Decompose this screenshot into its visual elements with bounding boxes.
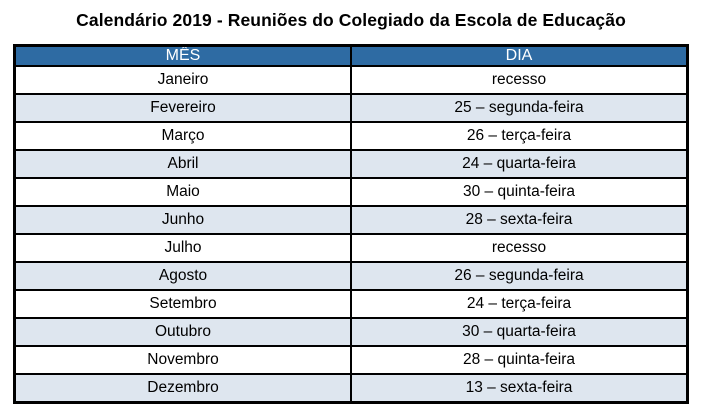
cell-month: Outubro (13, 316, 352, 347)
cell-day: 26 – segunda-feira (350, 260, 689, 291)
cell-day: 26 – terça-feira (350, 120, 689, 151)
cell-day: recesso (350, 65, 689, 95)
cell-month: Dezembro (13, 372, 352, 404)
cell-month: Abril (13, 148, 352, 179)
cell-day: 24 – quarta-feira (350, 148, 689, 179)
cell-day: 30 – quarta-feira (350, 316, 689, 347)
table-row: Agosto 26 – segunda-feira (13, 260, 689, 291)
column-header-mes: MÊS (13, 44, 352, 67)
cell-day: 28 – sexta-feira (350, 204, 689, 235)
table-header-row: MÊS DIA (13, 44, 689, 67)
table-row: Dezembro 13 – sexta-feira (13, 372, 689, 404)
cell-month: Janeiro (13, 65, 352, 95)
table-row: Julho recesso (13, 232, 689, 263)
calendar-table: MÊS DIA Janeiro recesso Fevereiro 25 – s… (13, 44, 689, 404)
table-row: Março 26 – terça-feira (13, 120, 689, 151)
cell-month: Julho (13, 232, 352, 263)
cell-month: Setembro (13, 288, 352, 319)
page-title: Calendário 2019 - Reuniões do Colegiado … (76, 10, 626, 30)
table-row: Maio 30 – quinta-feira (13, 176, 689, 207)
table-row: Fevereiro 25 – segunda-feira (13, 92, 689, 123)
cell-day: recesso (350, 232, 689, 263)
cell-month: Novembro (13, 344, 352, 375)
table-row: Novembro 28 – quinta-feira (13, 344, 689, 375)
cell-month: Junho (13, 204, 352, 235)
cell-day: 28 – quinta-feira (350, 344, 689, 375)
column-header-dia: DIA (350, 44, 689, 67)
table-row: Outubro 30 – quarta-feira (13, 316, 689, 347)
cell-month: Fevereiro (13, 92, 352, 123)
cell-month: Maio (13, 176, 352, 207)
cell-month: Março (13, 120, 352, 151)
table-row: Junho 28 – sexta-feira (13, 204, 689, 235)
cell-month: Agosto (13, 260, 352, 291)
table-row: Abril 24 – quarta-feira (13, 148, 689, 179)
cell-day: 30 – quinta-feira (350, 176, 689, 207)
cell-day: 25 – segunda-feira (350, 92, 689, 123)
cell-day: 13 – sexta-feira (350, 372, 689, 404)
table-row: Janeiro recesso (13, 65, 689, 95)
table-row: Setembro 24 – terça-feira (13, 288, 689, 319)
cell-day: 24 – terça-feira (350, 288, 689, 319)
